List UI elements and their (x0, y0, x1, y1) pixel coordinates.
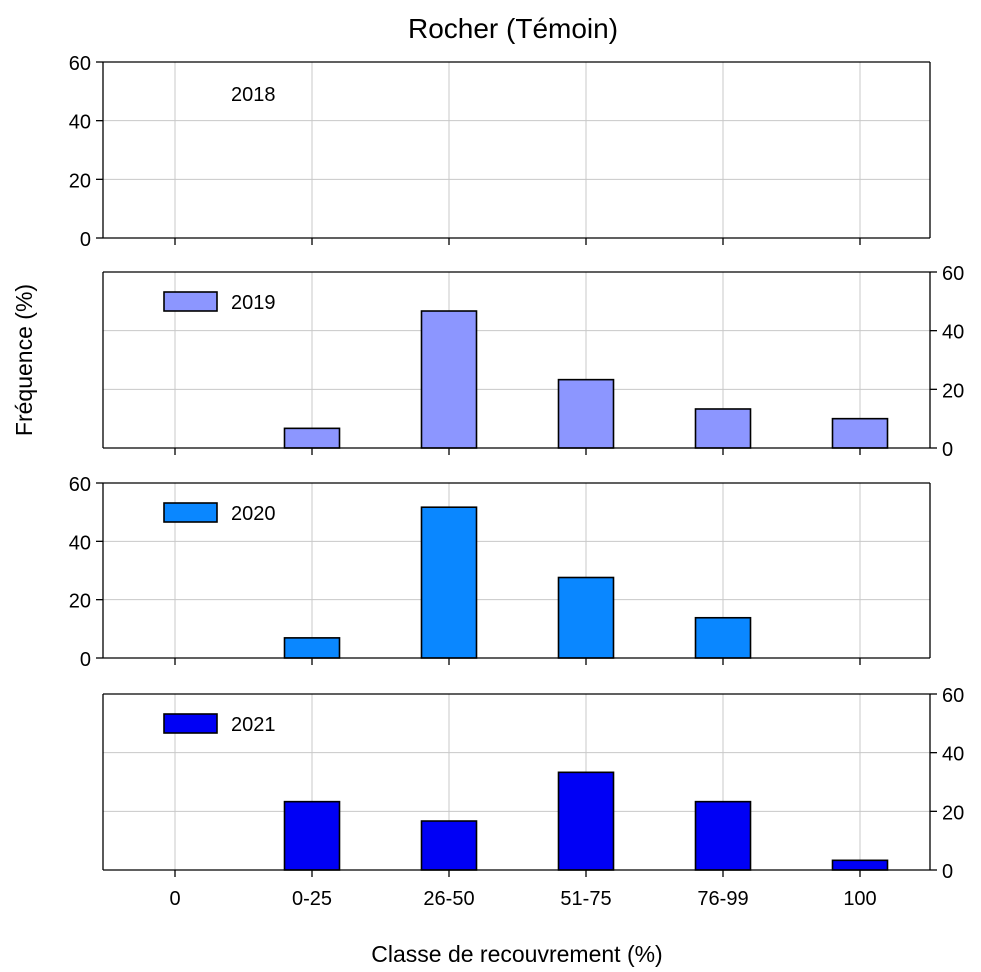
y-tick-label-60: 60 (942, 263, 964, 285)
bar-2020-0-25 (283, 637, 341, 659)
x-tick-label-100: 100 (843, 888, 876, 910)
y-tick-label-40: 40 (942, 744, 964, 766)
y-tick-label-40: 40 (69, 532, 91, 554)
x-tick-label-51-75: 51-75 (560, 888, 611, 910)
y-tick-label-20: 20 (69, 591, 91, 613)
y-tick-label-60: 60 (69, 53, 91, 75)
x-tick-label-26-50: 26-50 (423, 888, 474, 910)
y-tick-label-0: 0 (80, 229, 91, 251)
legend-label-2018: 2018 (231, 84, 276, 106)
legend-swatch-2021 (163, 713, 218, 734)
legend-swatch-2020 (163, 502, 218, 523)
y-tick-label-20: 20 (942, 380, 964, 402)
bar-2021-0-25 (283, 800, 341, 871)
y-tick-label-40: 40 (69, 112, 91, 134)
y-tick-label-40: 40 (942, 322, 964, 344)
y-tick-label-20: 20 (69, 170, 91, 192)
bar-2021-26-50 (420, 820, 478, 871)
y-tick-label-0: 0 (942, 861, 953, 883)
bar-2020-76-99 (694, 616, 752, 659)
legend-label-2020: 2020 (231, 503, 276, 525)
bar-2020-26-50 (420, 506, 478, 659)
y-tick-label-0: 0 (942, 439, 953, 461)
x-axis-label: Classe de recouvrement (%) (371, 941, 662, 967)
y-tick-label-20: 20 (942, 802, 964, 824)
panel-2020: 0 20 40 60 2020 (69, 474, 931, 671)
panel-2019: 0 20 40 60 2019 (102, 263, 964, 461)
panel-2021: 0 20 40 60 2021 (102, 685, 964, 883)
panels-group: 0 20 40 60 2018 0 20 40 60 2019 0 20 40 60 2020 0 20 40 60… (69, 53, 965, 910)
panel-2018: 0 20 40 60 2018 (69, 53, 931, 251)
x-tick-label-76-99: 76-99 (697, 888, 748, 910)
chart-title: Rocher (Témoin) (408, 13, 618, 44)
bar-2019-0-25 (283, 427, 341, 449)
legend-label-2019: 2019 (231, 292, 276, 314)
y-tick-label-0: 0 (80, 649, 91, 671)
x-tick-label-0-25: 0-25 (292, 888, 332, 910)
legend-label-2021: 2021 (231, 714, 276, 736)
bar-2019-51-75 (557, 378, 615, 449)
bar-2019-26-50 (420, 310, 478, 449)
y-tick-label-60: 60 (942, 685, 964, 707)
y-axis-label: Fréquence (%) (11, 284, 37, 436)
bar-2021-76-99 (694, 800, 752, 871)
y-tick-label-60: 60 (69, 474, 91, 496)
bar-2021-51-75 (557, 771, 615, 871)
bar-2020-51-75 (557, 576, 615, 659)
x-tick-label-0: 0 (169, 888, 180, 910)
bar-2019-100 (831, 417, 889, 449)
bar-2021-100 (831, 859, 889, 871)
legend-swatch-2019 (163, 291, 218, 312)
bar-2019-76-99 (694, 408, 752, 449)
